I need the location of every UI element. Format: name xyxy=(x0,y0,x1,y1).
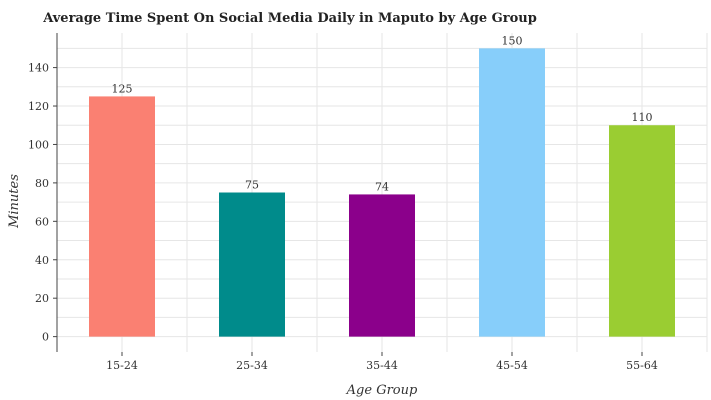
y-axis-title: Minutes xyxy=(7,174,22,229)
y-ticks: 0 20 40 60 80 100 120 140 xyxy=(28,62,57,344)
y-tick-label: 100 xyxy=(28,138,49,151)
y-tick-label: 20 xyxy=(35,292,49,305)
data-label-35-44: 74 xyxy=(375,180,389,193)
x-ticks: 15-24 25-34 35-44 45-54 55-64 xyxy=(106,352,658,372)
y-tick-label: 120 xyxy=(28,100,49,113)
x-axis-title: Age Group xyxy=(346,383,418,398)
bar-25-34 xyxy=(219,192,285,337)
data-label-45-54: 150 xyxy=(502,34,523,47)
x-tick-label: 35-44 xyxy=(366,359,398,372)
x-tick-label: 15-24 xyxy=(106,359,138,372)
y-tick-label: 0 xyxy=(42,331,49,344)
data-label-15-24: 125 xyxy=(112,82,133,95)
data-labels: 125 75 74 150 110 xyxy=(112,34,653,193)
y-tick-label: 80 xyxy=(35,177,49,190)
bar-45-54 xyxy=(479,48,545,337)
bar-55-64 xyxy=(609,125,675,337)
y-tick-label: 140 xyxy=(28,62,49,75)
bar-35-44 xyxy=(349,194,415,337)
y-tick-label: 60 xyxy=(35,215,49,228)
x-tick-label: 55-64 xyxy=(626,359,658,372)
x-tick-label: 25-34 xyxy=(236,359,268,372)
x-tick-label: 45-54 xyxy=(496,359,528,372)
bar-15-24 xyxy=(89,96,155,337)
chart-title: Average Time Spent On Social Media Daily… xyxy=(42,11,537,26)
bars xyxy=(89,48,675,337)
data-label-55-64: 110 xyxy=(632,111,653,124)
y-tick-label: 40 xyxy=(35,254,49,267)
data-label-25-34: 75 xyxy=(245,179,259,192)
